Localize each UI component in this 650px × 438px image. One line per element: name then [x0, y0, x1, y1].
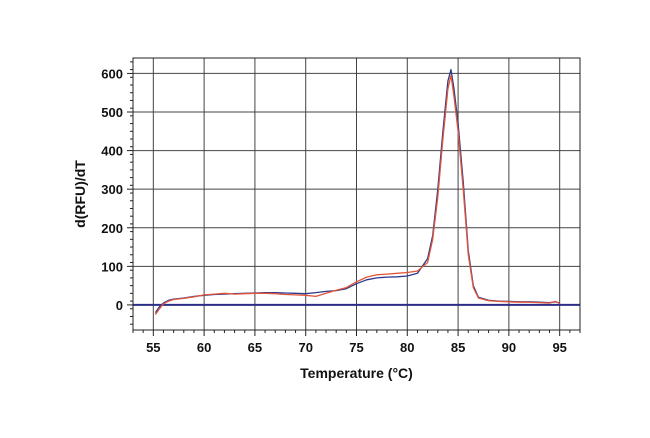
tick-labels: 55 60 65 70 75 80 85 90 95 0 100 200 300 400 500 600 [101, 66, 567, 355]
x-tick-label: 70 [298, 340, 312, 355]
x-tick-label: 65 [248, 340, 262, 355]
y-tick-label: 200 [101, 221, 123, 236]
y-tick-label: 300 [101, 182, 123, 197]
y-tick-label: 100 [101, 259, 123, 274]
x-tick-label: 55 [146, 340, 160, 355]
axis-ticks [127, 61, 581, 336]
y-axis-title: d(RFU)/dT [72, 160, 88, 228]
series-line-1 [154, 68, 560, 313]
y-tick-label: 500 [101, 105, 123, 120]
grid [133, 58, 580, 330]
series-line-2 [154, 74, 560, 315]
x-tick-label: 80 [400, 340, 414, 355]
x-axis-title: Temperature (°C) [300, 365, 413, 381]
y-tick-label: 600 [101, 66, 123, 81]
x-tick-label: 95 [552, 340, 566, 355]
x-tick-label: 60 [197, 340, 211, 355]
x-tick-label: 75 [349, 340, 363, 355]
y-tick-label: 400 [101, 144, 123, 159]
x-tick-label: 85 [451, 340, 465, 355]
x-tick-label: 90 [502, 340, 516, 355]
series-layer [154, 68, 560, 315]
y-tick-label: 0 [116, 298, 123, 313]
